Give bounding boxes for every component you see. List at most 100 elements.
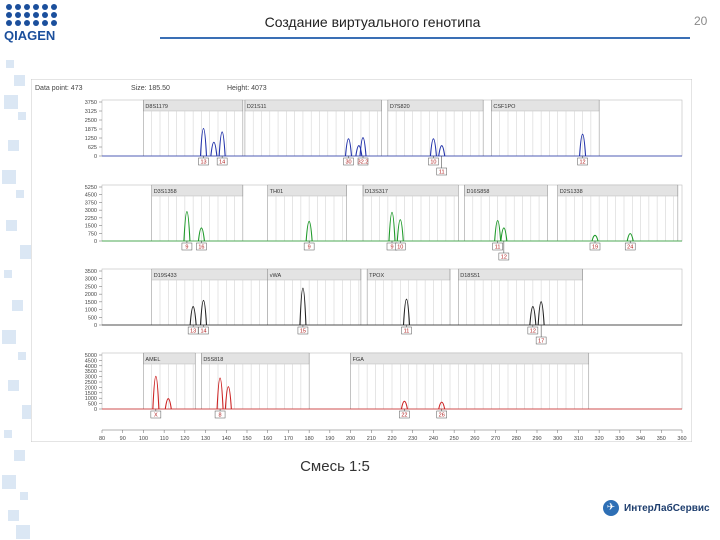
y-tick-label: 2000 (85, 292, 97, 298)
allele-call-box (535, 336, 547, 345)
allele-call-label: 9 (308, 245, 311, 251)
allele-peak (152, 375, 160, 410)
interlabservice-text: ИнтерЛабСервис (624, 502, 710, 514)
allele-call-box (150, 410, 162, 419)
allele-peak (626, 233, 634, 242)
allele-peak (218, 131, 226, 157)
allele-call-label: 15 (300, 329, 306, 335)
marker-label-box (267, 268, 362, 281)
marker-name: D16S858 (467, 189, 490, 195)
x-tick-label: 290 (532, 436, 541, 442)
allele-call-label: 9 (390, 245, 393, 251)
allele-call-label: 10 (430, 160, 436, 166)
allele-call-box (357, 157, 369, 166)
x-tick-label: 240 (429, 436, 438, 442)
allele-call-label: 32.2 (358, 160, 369, 166)
qiagen-logo: QIAGEN (4, 4, 60, 43)
interlabservice-icon: ✈ (603, 500, 619, 516)
allele-call-label: X (154, 413, 158, 419)
marker-name: D21S11 (247, 104, 266, 110)
allele-call-label: 26 (439, 413, 445, 419)
x-tick-label: 250 (450, 436, 459, 442)
marker-name: vWA (270, 273, 282, 279)
allele-call-label: 16 (198, 245, 204, 251)
x-tick-label: 180 (305, 436, 314, 442)
decor-square (18, 112, 26, 120)
decor-square (14, 450, 25, 461)
allele-call-label: 14 (219, 160, 225, 166)
electropherogram-chart: Data point: 473 Size: 185.50 Height: 4073 D… (31, 79, 692, 442)
header-stat: Data point: 473 (35, 85, 83, 92)
allele-peak (299, 287, 307, 326)
decor-square (6, 220, 17, 231)
x-tick-label: 120 (180, 436, 189, 442)
allele-call-box (589, 242, 601, 251)
allele-call-label: 17 (538, 339, 544, 345)
allele-call-box (577, 157, 588, 166)
decor-square (8, 510, 19, 521)
allele-call-box (198, 157, 209, 166)
marker-name: TPOX (369, 273, 384, 279)
x-tick-label: 80 (99, 436, 105, 442)
allele-call-box (303, 242, 315, 251)
x-tick-label: 150 (242, 436, 251, 442)
allele-call-box (436, 410, 447, 419)
allele-call-box (181, 242, 193, 251)
x-tick-label: 200 (346, 436, 355, 442)
allele-call-box (216, 157, 228, 166)
y-tick-label: 4500 (85, 193, 97, 199)
allele-peak (438, 145, 446, 157)
allele-call-box (196, 242, 207, 251)
x-tick-label: 270 (491, 436, 500, 442)
marker-name: D18S51 (460, 273, 480, 279)
allele-peak (537, 301, 545, 326)
x-tick-label: 220 (387, 436, 396, 442)
marker-name: FGA (353, 357, 365, 363)
decor-square (14, 75, 25, 86)
allele-call-box (401, 326, 412, 335)
allele-call-box (187, 326, 199, 335)
allele-call-label: 11 (439, 170, 445, 176)
y-tick-label: 1875 (85, 127, 97, 133)
allele-call-label: 22 (401, 413, 407, 419)
allele-call-label: 11 (404, 329, 410, 335)
allele-peak (305, 220, 313, 242)
allele-peak (359, 137, 367, 157)
allele-peak (344, 138, 353, 157)
allele-call-label: 13 (200, 160, 206, 166)
decor-square (8, 380, 19, 391)
decor-square (2, 170, 16, 184)
x-tick-label: 320 (595, 436, 604, 442)
decor-square (6, 60, 14, 68)
allele-call-label: 11 (495, 245, 501, 251)
allele-call-box (498, 252, 510, 261)
x-tick-label: 360 (677, 436, 686, 442)
y-tick-label: 4500 (85, 358, 97, 364)
allele-call-label: 30 (345, 160, 351, 166)
x-tick-label: 100 (139, 436, 148, 442)
allele-call-box (399, 410, 410, 419)
title-underline (160, 37, 690, 39)
marker-name: D8S1179 (145, 104, 168, 110)
y-tick-label: 2000 (85, 385, 97, 391)
y-tick-label: 2250 (85, 216, 97, 222)
allele-call-box (214, 410, 226, 419)
allele-peak (210, 141, 218, 157)
y-tick-label: 5250 (85, 185, 97, 191)
dye-panel-green: D3S1358 TH01 D13S317 D16S858 D2S1338 5250 4500… (85, 184, 683, 261)
y-tick-label: 500 (88, 402, 97, 408)
marker-name: D19S433 (154, 273, 177, 279)
header-stat: Size: 185.50 (131, 85, 170, 92)
marker-name: CSF1PO (493, 104, 516, 110)
x-tick-label: 140 (222, 436, 231, 442)
allele-call-box (198, 326, 209, 335)
x-tick-label: 210 (367, 436, 376, 442)
x-tick-label: 160 (263, 436, 272, 442)
allele-call-label: 12 (530, 329, 536, 335)
allele-call-box (395, 242, 406, 251)
decor-square (20, 492, 28, 500)
allele-peak (388, 212, 396, 242)
allele-call-box (492, 242, 503, 251)
